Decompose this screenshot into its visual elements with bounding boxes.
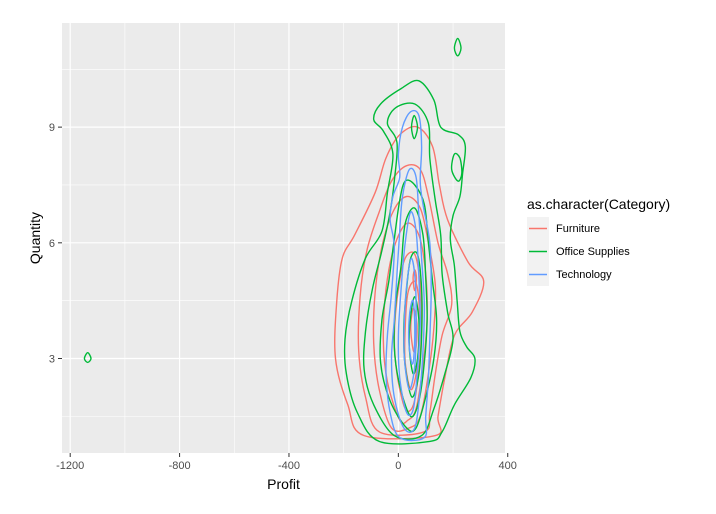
y-tick-label-2: 9 <box>49 122 55 134</box>
x-tick-label-3: 0 <box>395 460 401 472</box>
furniture-contour-1 <box>357 164 453 436</box>
x-tick-label-4: 400 <box>499 460 517 472</box>
office-supplies-contour-4 <box>379 179 438 433</box>
legend-label-furniture: Furniture <box>556 223 600 235</box>
density-contours <box>83 37 485 445</box>
x-tick-label-2: -400 <box>278 460 300 472</box>
legend-item-furniture: Furniture <box>527 217 600 240</box>
series-technology <box>385 109 432 442</box>
x-axis-title: Profit <box>267 476 300 492</box>
legend-item-office-supplies: Office Supplies <box>527 240 630 263</box>
office-supplies-contour-2 <box>343 79 476 445</box>
x-tick-label-0: -1200 <box>56 460 84 472</box>
x-tick-label-1: -800 <box>169 460 191 472</box>
office-supplies-contour-8 <box>410 114 419 140</box>
legend-label-office-supplies: Office Supplies <box>556 246 630 258</box>
office-supplies-contour-0 <box>83 352 92 364</box>
legend-title: as.character(Category) <box>527 196 670 212</box>
y-tick-label-1: 6 <box>49 238 55 250</box>
legend-label-technology: Technology <box>556 269 612 281</box>
office-supplies-contour-1 <box>453 37 462 57</box>
technology-contour-3 <box>403 257 417 391</box>
technology-contour-4 <box>407 299 416 365</box>
y-axis: 3 6 9 <box>49 122 62 366</box>
minor-gridlines <box>62 23 505 453</box>
office-supplies-contour-3 <box>362 102 454 440</box>
x-axis: -1200 -800 -400 0 400 <box>56 453 517 472</box>
office-supplies-contour-9 <box>450 152 463 182</box>
legend-item-technology: Technology <box>527 263 612 286</box>
y-tick-label-0: 3 <box>49 354 55 366</box>
technology-contour-2 <box>397 211 421 417</box>
technology-contour-0 <box>385 109 432 442</box>
plot-panel <box>62 23 505 453</box>
office-supplies-contour-5 <box>393 207 428 418</box>
y-axis-title: Quantity <box>27 212 43 264</box>
technology-contour-1 <box>390 167 426 433</box>
legend: as.character(Category) Furniture Office S… <box>527 196 670 286</box>
